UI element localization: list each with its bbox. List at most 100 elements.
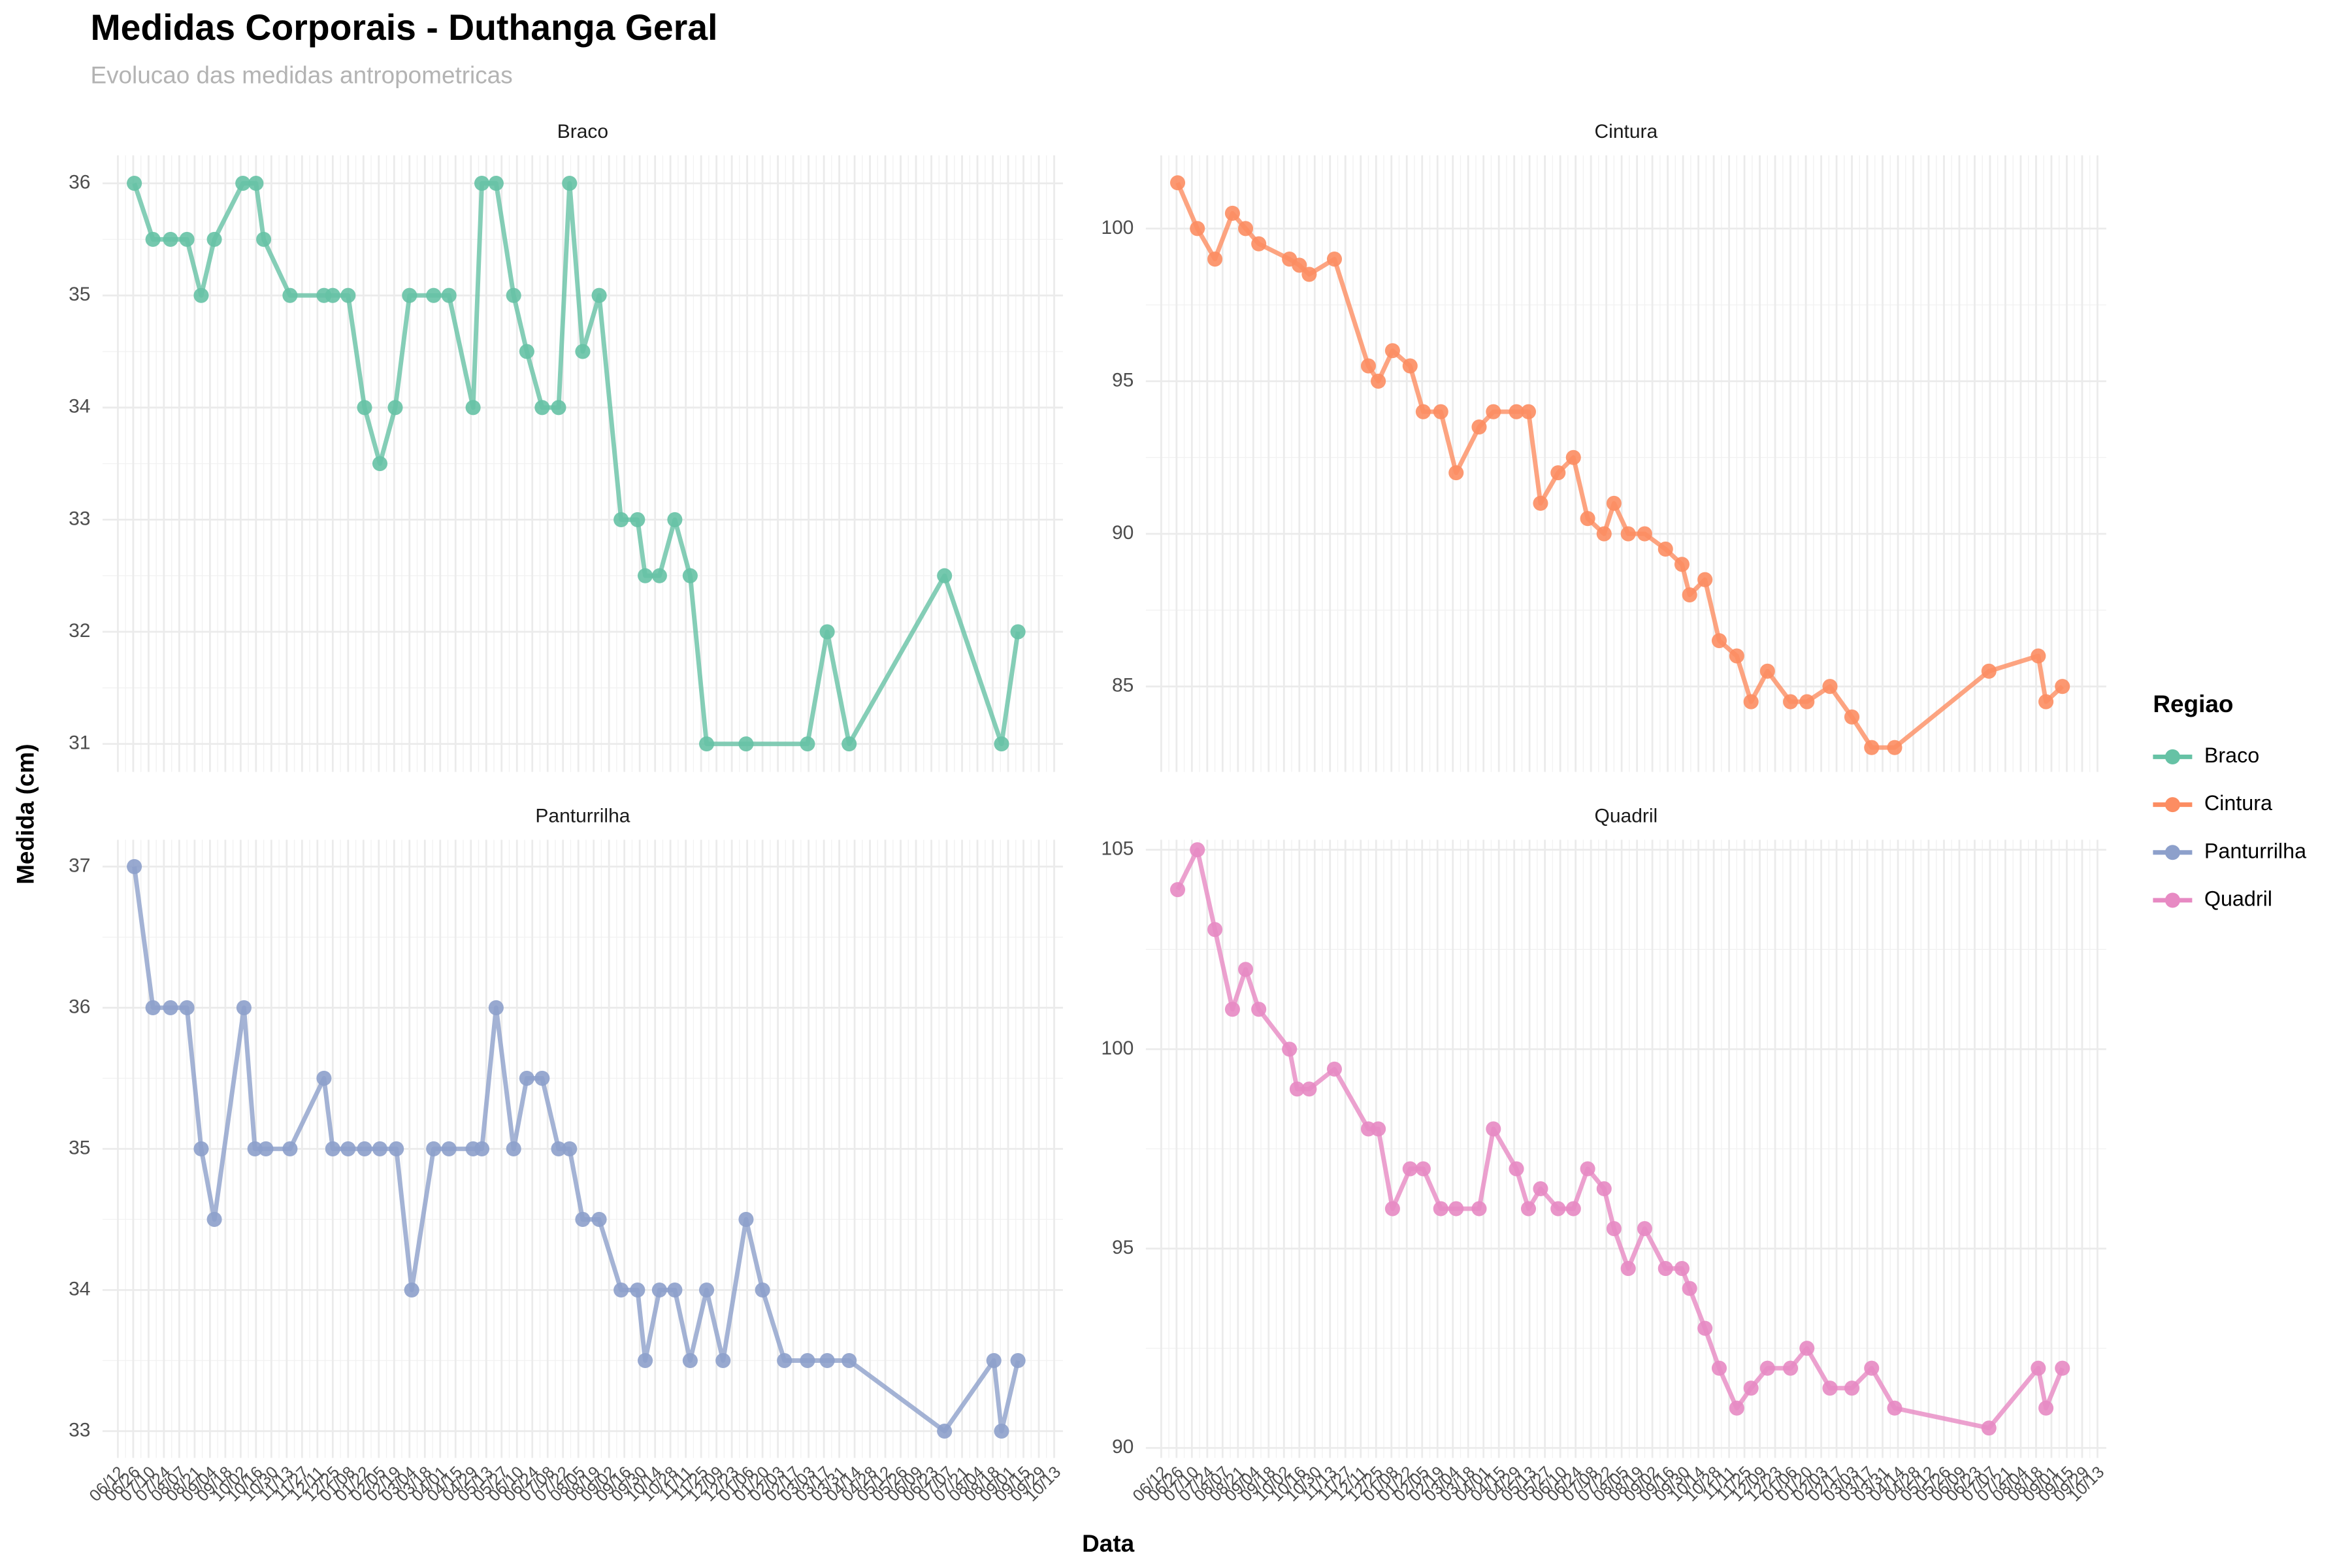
facet-strip-label: Panturrilha: [535, 806, 630, 827]
data-point: [1981, 1420, 1997, 1436]
data-point: [1448, 1201, 1464, 1217]
data-point: [1759, 1360, 1775, 1376]
data-point: [1289, 1081, 1305, 1097]
data-point: [206, 1211, 222, 1228]
data-point: [630, 512, 645, 527]
data-point: [1783, 694, 1799, 710]
data-point: [551, 1141, 566, 1156]
data-point: [2038, 1400, 2054, 1416]
data-point: [506, 1141, 521, 1156]
data-point: [340, 287, 356, 303]
data-point: [1010, 624, 1026, 640]
data-point: [937, 1423, 953, 1439]
data-point: [316, 1070, 332, 1086]
data-point: [994, 1423, 1009, 1439]
data-point: [1010, 1352, 1026, 1369]
data-point: [1887, 740, 1903, 755]
data-point: [1384, 1201, 1400, 1217]
data-point: [179, 1000, 195, 1015]
chart-subtitle: Evolucao das medidas antropometricas: [90, 61, 512, 88]
data-point: [1864, 740, 1880, 755]
data-point: [1448, 465, 1464, 481]
data-point: [1326, 1061, 1343, 1077]
data-point: [1759, 663, 1775, 679]
data-point: [325, 287, 340, 303]
data-point: [994, 736, 1009, 752]
legend-swatch: [2164, 892, 2180, 908]
data-point: [441, 1141, 457, 1156]
data-point: [1360, 358, 1377, 374]
data-point: [613, 1282, 629, 1298]
data-point: [519, 1070, 534, 1086]
data-point: [127, 858, 142, 874]
data-point: [1550, 465, 1566, 481]
data-point: [613, 512, 629, 527]
data-point: [1682, 1281, 1697, 1296]
y-tick-label: 32: [69, 620, 90, 642]
data-point: [575, 1211, 591, 1228]
data-point: [699, 1282, 715, 1298]
data-point: [2055, 679, 2070, 694]
data-point: [1486, 404, 1501, 419]
data-point: [506, 287, 521, 303]
data-point: [1251, 236, 1267, 252]
data-point: [699, 736, 715, 752]
legend-title: Regiao: [2153, 691, 2233, 717]
y-tick-label: 34: [69, 396, 90, 417]
y-tick-label: 100: [1101, 1037, 1134, 1059]
data-point: [1981, 663, 1997, 679]
data-point: [1637, 1221, 1652, 1237]
data-point: [1565, 1201, 1581, 1217]
data-point: [755, 1282, 770, 1298]
data-point: [1822, 679, 1838, 694]
data-point: [1620, 1261, 1636, 1277]
data-point: [235, 176, 251, 191]
data-point: [1711, 1360, 1727, 1376]
data-point: [1207, 922, 1223, 938]
data-point: [667, 512, 683, 527]
data-point: [519, 344, 534, 359]
legend-label: Panturrilha: [2204, 839, 2306, 862]
data-point: [682, 1352, 698, 1369]
data-point: [534, 400, 550, 416]
chart-title: Medidas Corporais - Duthanga Geral: [90, 7, 717, 48]
data-point: [1658, 541, 1673, 557]
data-point: [1238, 962, 1254, 977]
data-point: [282, 287, 298, 303]
data-point: [1371, 1121, 1386, 1137]
data-point: [591, 287, 607, 303]
y-tick-label: 36: [69, 172, 90, 193]
data-point: [256, 231, 272, 247]
y-tick-label: 100: [1101, 217, 1134, 238]
data-point: [1520, 1201, 1537, 1217]
data-point: [1415, 1161, 1431, 1177]
legend-label: Cintura: [2204, 791, 2272, 815]
y-tick-label: 90: [1112, 1436, 1134, 1458]
data-point: [1682, 587, 1697, 603]
data-point: [372, 456, 388, 472]
data-point: [800, 736, 815, 752]
data-point: [357, 400, 372, 416]
data-point: [1384, 343, 1400, 359]
data-point: [179, 231, 195, 247]
y-tick-label: 35: [69, 284, 90, 305]
data-point: [1471, 419, 1487, 435]
data-point: [247, 1141, 263, 1156]
data-point: [193, 1141, 209, 1156]
data-point: [1674, 557, 1690, 572]
data-point: [1292, 257, 1307, 273]
data-point: [1580, 511, 1595, 527]
data-point: [1224, 205, 1240, 221]
data-point: [1509, 1161, 1524, 1177]
data-point: [1224, 1002, 1240, 1017]
data-point: [488, 1000, 504, 1015]
data-point: [145, 231, 161, 247]
data-point: [1190, 842, 1205, 858]
data-point: [236, 1000, 252, 1015]
y-tick-label: 31: [69, 732, 90, 754]
data-point: [402, 287, 417, 303]
data-point: [819, 624, 835, 640]
data-point: [986, 1352, 1002, 1369]
